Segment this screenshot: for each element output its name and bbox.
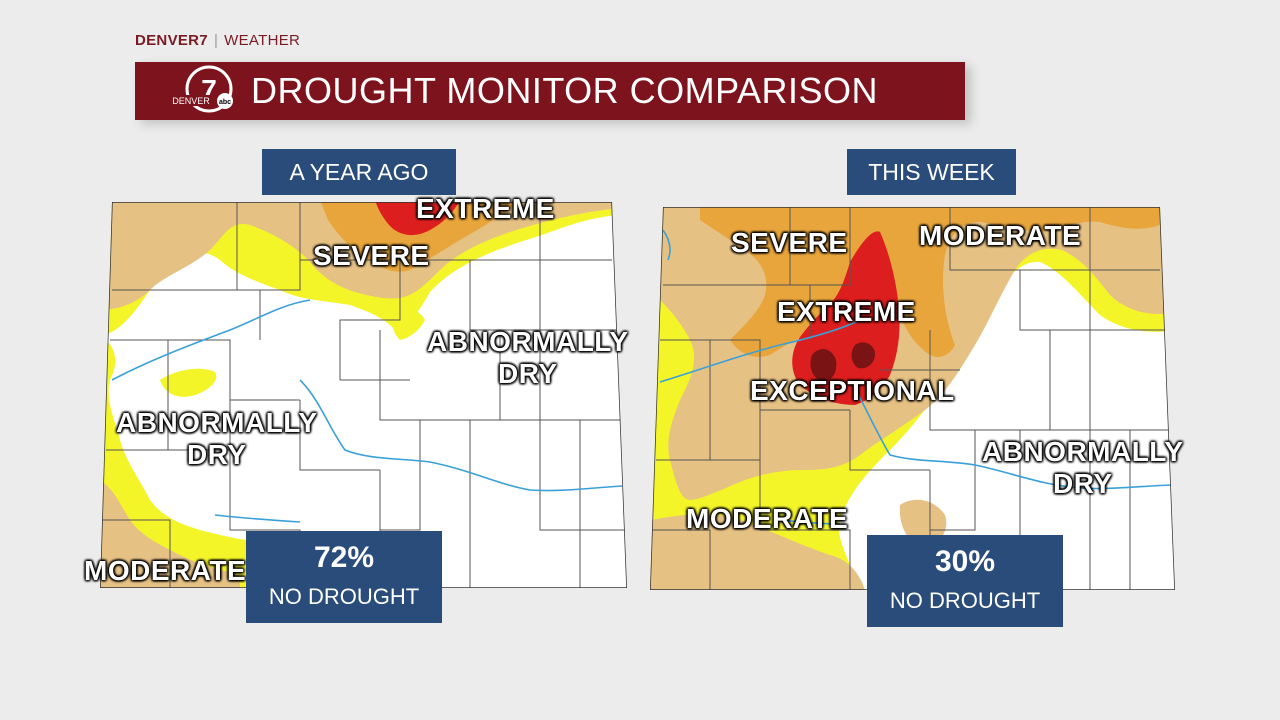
stat-this-week: 30% NO DROUGHT	[867, 535, 1063, 627]
label-exceptional-this-week: EXCEPTIONAL	[750, 375, 955, 406]
station-name: DENVER7	[135, 32, 208, 49]
label-abnormally-dry-west-line1: ABNORMALLY	[116, 407, 318, 438]
svg-text:DENVER: DENVER	[172, 96, 210, 106]
label-moderate-ne-this-week: MODERATE	[919, 220, 1082, 251]
map-year-ago	[100, 202, 627, 588]
label-extreme-year-ago: EXTREME	[416, 193, 555, 224]
label-abnormally-dry-line1: ABNORMALLY	[982, 436, 1184, 467]
tag-this-week: THIS WEEK	[847, 149, 1016, 195]
section-name: WEATHER	[224, 32, 301, 49]
map-this-week	[650, 207, 1175, 590]
brand-separator: |	[213, 32, 219, 49]
label-extreme-this-week: EXTREME	[777, 296, 916, 327]
page-title: DROUGHT MONITOR COMPARISON	[251, 70, 879, 111]
stat-value-year-ago: 72%	[313, 541, 375, 574]
label-abnormally-dry-this-week: ABNORMALLY DRY	[982, 436, 1184, 500]
label-abnormally-dry-east-year-ago: ABNORMALLY DRY	[427, 326, 629, 390]
label-moderate-sw-this-week: MODERATE	[686, 503, 849, 534]
stat-label-this-week: NO DROUGHT	[889, 588, 1041, 613]
label-abnormally-dry-line2: DRY	[1052, 468, 1113, 499]
label-severe-year-ago: SEVERE	[313, 240, 430, 271]
svg-text:abc: abc	[219, 99, 231, 106]
label-abnormally-dry-west-year-ago: ABNORMALLY DRY	[116, 407, 318, 471]
label-moderate-year-ago: MODERATE	[84, 555, 247, 586]
title-bar: 7 DENVER abc DROUGHT MONITOR COMPARISON	[135, 62, 965, 120]
stat-label-year-ago: NO DROUGHT	[268, 584, 420, 609]
tag-year-ago: A YEAR AGO	[262, 149, 456, 195]
stat-value-this-week: 30%	[934, 545, 996, 578]
stat-year-ago: 72% NO DROUGHT	[246, 531, 442, 623]
station-brand: DENVER7 | WEATHER	[135, 32, 300, 49]
label-abnormally-dry-east-line2: DRY	[497, 358, 558, 389]
label-severe-this-week: SEVERE	[731, 227, 848, 258]
denver7-logo-icon: 7 DENVER abc	[165, 65, 233, 113]
label-abnormally-dry-east-line1: ABNORMALLY	[427, 326, 629, 357]
label-abnormally-dry-west-line2: DRY	[186, 439, 247, 470]
